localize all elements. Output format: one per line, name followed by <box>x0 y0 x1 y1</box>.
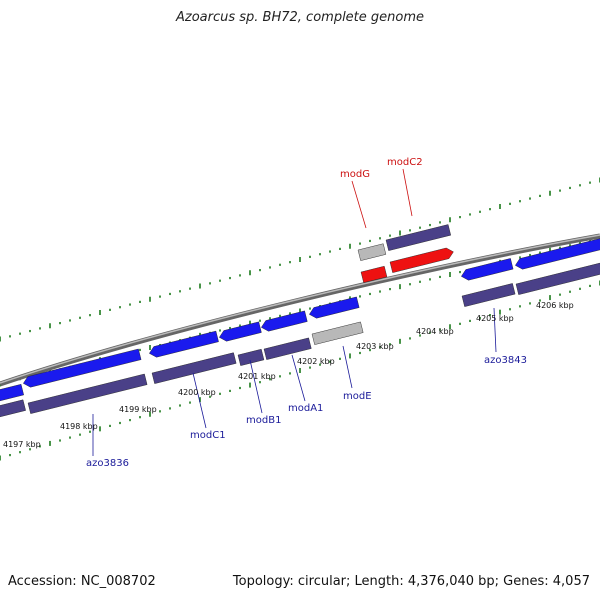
gene-arrow <box>23 348 142 388</box>
gene-arrow <box>149 330 219 358</box>
tick-label: 4204 kbp <box>416 327 454 336</box>
gene-arrow <box>515 236 600 270</box>
tick-label: 4200 kbp <box>178 388 216 397</box>
label-connector <box>342 345 353 389</box>
tick-label: 4198 kbp <box>60 422 98 431</box>
tick-label: 4202 kbp <box>297 357 335 366</box>
label-connector <box>249 359 263 414</box>
tick-label: 4201 kbp <box>238 372 276 381</box>
gene-arrow <box>389 247 454 273</box>
gene-arrow <box>237 348 265 366</box>
gene-label: modG <box>340 169 370 180</box>
gene-label: modB1 <box>246 415 281 426</box>
gene-label: azo3843 <box>484 355 527 366</box>
gene-arrow <box>515 261 600 295</box>
gene-label: modC1 <box>190 430 226 441</box>
gene-arrow <box>461 283 516 307</box>
gene-arrow <box>151 352 237 384</box>
gene-arrow <box>0 399 26 419</box>
gene-arrow <box>263 337 312 360</box>
gene-label: azo3836 <box>86 458 129 469</box>
label-layer: 4197 kbp 4198 kbp 4199 kbp 4200 kbp 4201 kbp… <box>3 157 574 469</box>
genome-backbone-highlight <box>0 234 600 384</box>
gene-label: modA1 <box>288 403 323 414</box>
label-connector <box>493 307 497 353</box>
map-title: Azoarcus sp. BH72, complete genome <box>175 10 425 25</box>
gene-arrow <box>309 296 360 319</box>
label-connector <box>192 372 207 429</box>
gene-label: modC2 <box>387 157 423 168</box>
label-connector <box>351 180 367 229</box>
gene-arrow <box>0 384 24 402</box>
gene-arrow <box>461 258 514 281</box>
gene-arrow <box>27 373 148 414</box>
tick-label: 4205 kbp <box>476 314 514 323</box>
outer-tick-ring <box>0 177 600 342</box>
tick-label: 4199 kbp <box>119 405 157 414</box>
gene-arrow <box>385 224 452 251</box>
gene-arrow <box>219 321 262 342</box>
accession-text: Accession: NC_008702 <box>8 574 156 589</box>
gene-track <box>0 224 600 419</box>
tick-label: 4197 kbp <box>3 440 41 449</box>
gene-arrow <box>261 310 308 332</box>
label-connector <box>402 168 413 217</box>
label-connectors <box>92 168 497 456</box>
genome-summary: Topology: circular; Length: 4,376,040 bp… <box>232 574 590 589</box>
tick-label: 4203 kbp <box>356 342 394 351</box>
scale-tick-ring <box>0 280 600 461</box>
gene-arrow <box>311 321 364 345</box>
gene-arrow <box>357 243 387 261</box>
genome-backbone <box>0 233 600 387</box>
gene-label: modE <box>343 391 372 402</box>
label-connector <box>291 354 306 402</box>
tick-label: 4206 kbp <box>536 301 574 310</box>
gene-arrow <box>360 265 388 283</box>
